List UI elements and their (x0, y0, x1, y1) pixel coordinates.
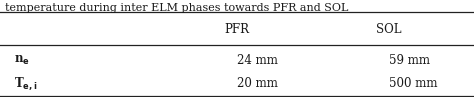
Text: T$_\mathbf{e,i}$: T$_\mathbf{e,i}$ (14, 75, 37, 92)
Text: SOL: SOL (376, 23, 401, 36)
Text: 59 mm: 59 mm (389, 54, 429, 67)
Text: PFR: PFR (225, 23, 249, 36)
Text: 24 mm: 24 mm (237, 54, 278, 67)
Text: temperature during inter ELM phases towards PFR and SOL: temperature during inter ELM phases towa… (5, 3, 348, 13)
Text: 20 mm: 20 mm (237, 77, 278, 90)
Text: n$_\mathbf{e}$: n$_\mathbf{e}$ (14, 54, 30, 67)
Text: 500 mm: 500 mm (389, 77, 437, 90)
